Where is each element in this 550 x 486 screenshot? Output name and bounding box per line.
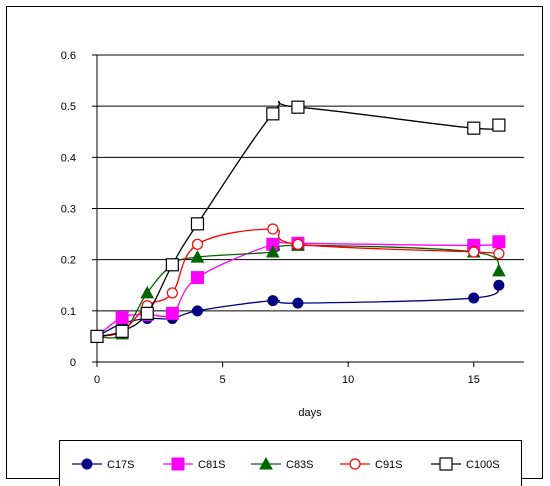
legend-label-c91s: C91S — [375, 459, 403, 471]
legend: C17S C81S C83S C91S C100S — [72, 456, 500, 471]
data-point-c83s — [265, 244, 280, 258]
y-tick-label: 0.5 — [61, 101, 76, 113]
legend-item-c17s: C17S — [72, 458, 135, 471]
data-point-c17s — [191, 305, 203, 317]
data-point-c83s — [190, 250, 205, 263]
data-point-c100s — [165, 258, 179, 272]
legend-item-c91s: C91S — [340, 458, 403, 471]
legend-marker-c83s — [259, 456, 273, 470]
data-point-c91s — [292, 238, 304, 250]
data-point-c100s — [492, 118, 506, 132]
series-line-c100s — [96, 101, 500, 338]
data-point-c100s — [291, 100, 305, 114]
series-line-c91s — [96, 228, 500, 338]
y-tick-label: 0.6 — [61, 50, 76, 62]
data-point-c100s — [115, 324, 129, 338]
data-point-c17s — [468, 292, 480, 304]
legend-label-c81s: C81S — [198, 459, 226, 471]
data-point-c100s — [90, 329, 104, 344]
x-tick-label: 15 — [468, 374, 480, 386]
y-tick-label: 0.4 — [61, 152, 76, 164]
legend-item-c83s: C83S — [251, 456, 314, 471]
data-point-c91s — [493, 247, 505, 260]
series-c100s — [90, 100, 506, 344]
data-point-c83s — [492, 263, 506, 277]
y-tick-label: 0.3 — [61, 204, 76, 216]
data-point-c100s — [140, 306, 154, 320]
legend-marker-c81s — [171, 457, 185, 471]
data-point-c91s — [191, 238, 204, 250]
x-tick-label: 0 — [94, 374, 100, 386]
x-axis-label: days — [298, 407, 322, 419]
y-tick-label: 0.2 — [61, 255, 76, 267]
legend-item-c100s: C100S — [431, 457, 500, 471]
y-axis-ticks: 0 0.1 0.2 0.3 0.4 0.5 0.6 — [61, 50, 97, 369]
data-point-c17s — [292, 297, 304, 309]
data-point-c81s — [165, 306, 179, 320]
legend-marker-c17s — [81, 458, 93, 470]
legend-label-c100s: C100S — [466, 459, 500, 471]
legend-label-c83s: C83S — [286, 459, 314, 471]
data-point-c17s — [493, 279, 505, 291]
data-point-c91s — [468, 246, 480, 258]
data-point-c81s — [190, 271, 204, 285]
data-point-c91s — [166, 287, 178, 299]
y-tick-label: 0.1 — [61, 306, 76, 318]
y-tick-label: 0 — [70, 357, 76, 369]
legend-marker-c100s — [439, 457, 453, 471]
data-point-c100s — [467, 121, 481, 135]
data-point-c81s — [115, 310, 129, 324]
data-point-c100s — [190, 217, 205, 231]
data-point-c81s — [492, 235, 506, 249]
series-layer — [90, 100, 506, 344]
x-tick-label: 10 — [342, 374, 354, 386]
data-point-c100s — [266, 107, 280, 121]
data-point-c83s — [140, 285, 155, 299]
data-point-c17s — [267, 295, 279, 307]
x-axis-ticks: 0 5 10 15 — [94, 362, 480, 386]
legend-label-c17s: C17S — [107, 459, 135, 471]
legend-item-c81s: C81S — [163, 457, 226, 471]
data-point-c91s — [267, 223, 279, 235]
x-tick-label: 5 — [220, 374, 226, 386]
series-line-c83s — [96, 244, 500, 339]
legend-marker-c91s — [349, 458, 361, 470]
